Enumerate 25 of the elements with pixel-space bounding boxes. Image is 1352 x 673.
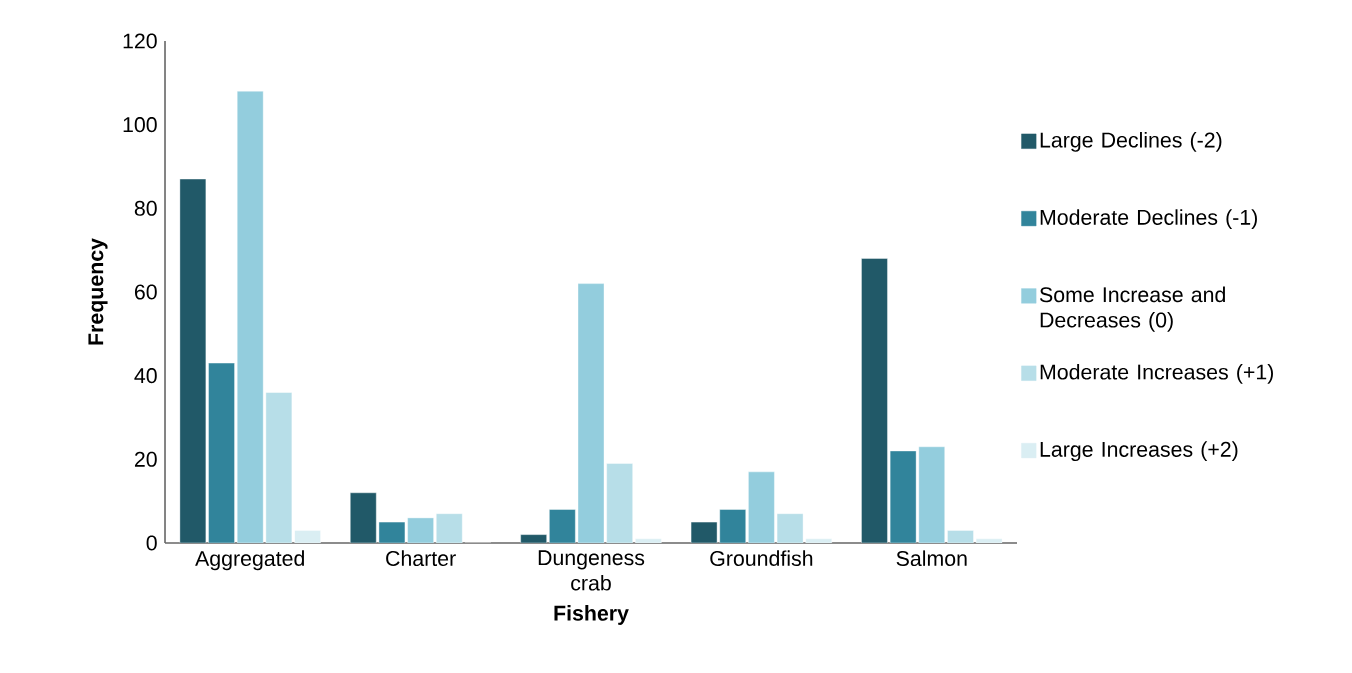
y-tick-label: 100 [123,117,157,133]
legend-label: Large Increases (+2) [1040,441,1238,462]
bar [577,283,605,543]
x-tick-label: Aggregated [195,550,304,571]
legend-label: Moderate Declines (-1) [1040,209,1257,230]
x-tick-label: Groundfish [710,550,813,567]
x-axis-title: Fishery [554,605,629,625]
y-tick-label: 120 [123,33,157,49]
x-tick-label: Salmon [896,550,967,567]
bar [918,446,946,543]
legend-label: Large Declines (-2) [1040,131,1222,152]
legend-label: Moderate Increases (+1) [1040,363,1273,384]
legend-label: Some Increase and Decreases (0) [1039,286,1225,332]
bar [748,471,775,543]
y-tick-label: 20 [134,451,157,467]
y-axis-title: Frequency [88,238,108,345]
x-tick-label: Charter [386,550,456,567]
bar [436,513,463,543]
y-tick-label: 80 [134,200,157,216]
bar [520,534,547,543]
y-tick-label: 0 [146,535,157,551]
y-tick-label: 40 [134,368,157,384]
x-tick-label: Dungeness crab [538,550,645,591]
y-tick-label: 60 [134,284,157,300]
bar [237,90,264,543]
